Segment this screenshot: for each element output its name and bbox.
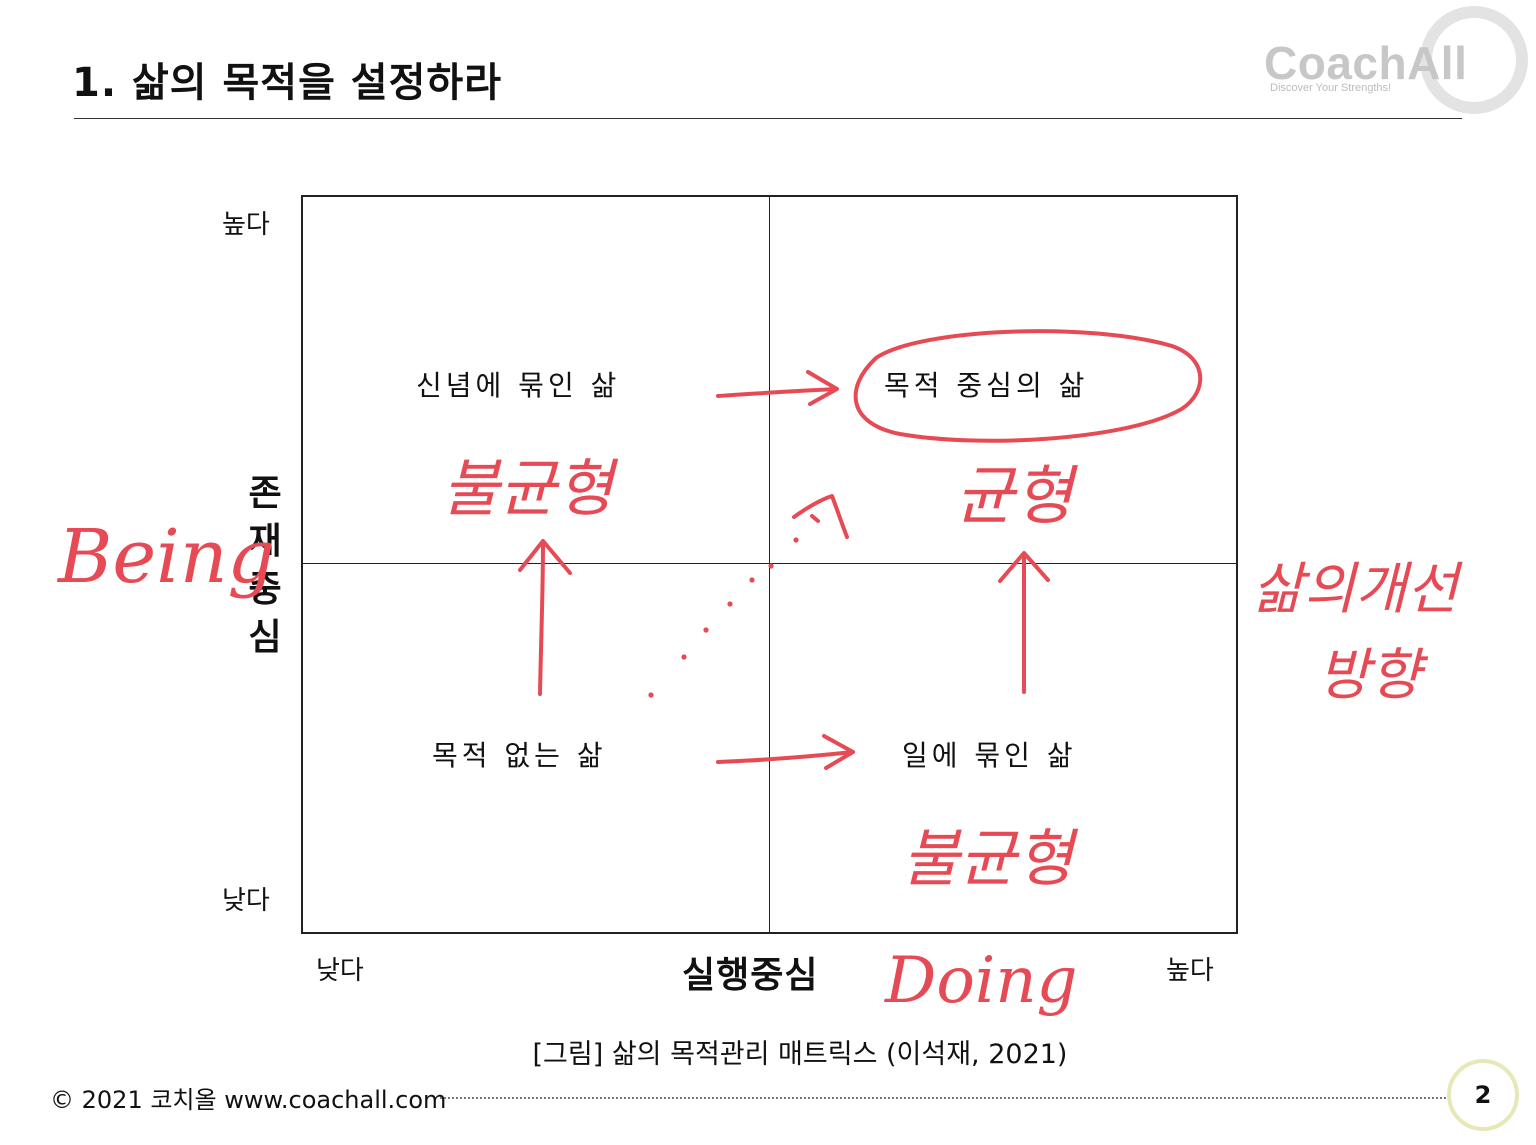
figure-caption: [그림] 삶의 목적관리 매트릭스 (이석재, 2021): [532, 1039, 1068, 1070]
logo-tagline: Discover Your Strengths!: [1270, 82, 1392, 94]
y-axis-high-label: 높다: [222, 210, 270, 240]
x-axis-high-label: 높다: [1166, 956, 1214, 986]
page-title: 1. 삶의 목적을 설정하라: [72, 60, 503, 106]
coachall-logo: CoachAll Discover Your Strengths!: [1250, 6, 1530, 118]
quadrant-bottom-left-label: 목적 없는 삶: [432, 739, 607, 772]
quadrant-top-left-label: 신념에 묶인 삶: [416, 369, 621, 402]
title-divider: [74, 118, 1462, 119]
improve-direction-note-line2: 방향: [1318, 643, 1429, 708]
doing-note: Doing: [884, 944, 1078, 1018]
improve-direction-note-line1: 삶의개선: [1252, 557, 1464, 622]
x-axis-title: 실행중심: [682, 955, 819, 996]
imbalance-note-bottom-right: 불균형: [902, 822, 1079, 895]
quadrant-top-right-label: 목적 중심의 삶: [884, 369, 1089, 402]
imbalance-note-top-left: 불균형: [442, 452, 619, 525]
y-axis-low-label: 낮다: [222, 886, 270, 916]
page-number: 2: [1474, 1081, 1492, 1109]
y-axis-title-char: 재: [248, 521, 282, 562]
dotted-diagonal-arrow: [648, 494, 849, 698]
y-axis-title-char: 심: [248, 617, 282, 658]
y-axis-title: 존 재 중 심: [238, 470, 292, 662]
footer-copyright: © 2021 코치올 www.coachall.com: [50, 1086, 447, 1114]
arrow-up-left: [518, 539, 572, 696]
arrow-right-bottom: [716, 734, 855, 770]
quadrant-bottom-right-label: 일에 묶인 삶: [902, 739, 1077, 772]
y-axis-title-char: 존: [248, 473, 282, 514]
highlight-oval: [853, 329, 1203, 443]
x-axis-low-label: 낮다: [316, 956, 364, 986]
being-note: Being: [56, 514, 275, 600]
arrow-up-right: [998, 551, 1050, 694]
page-number-badge: 2: [1447, 1059, 1519, 1131]
arrow-right-top: [716, 370, 839, 406]
logo-name: CoachAll: [1264, 37, 1468, 89]
footer-dotted-rule: [440, 1097, 1446, 1099]
y-axis-title-char: 중: [248, 569, 282, 610]
balance-note-top-right: 균형: [955, 460, 1079, 534]
matrix-horizontal-divider: [301, 563, 1238, 564]
